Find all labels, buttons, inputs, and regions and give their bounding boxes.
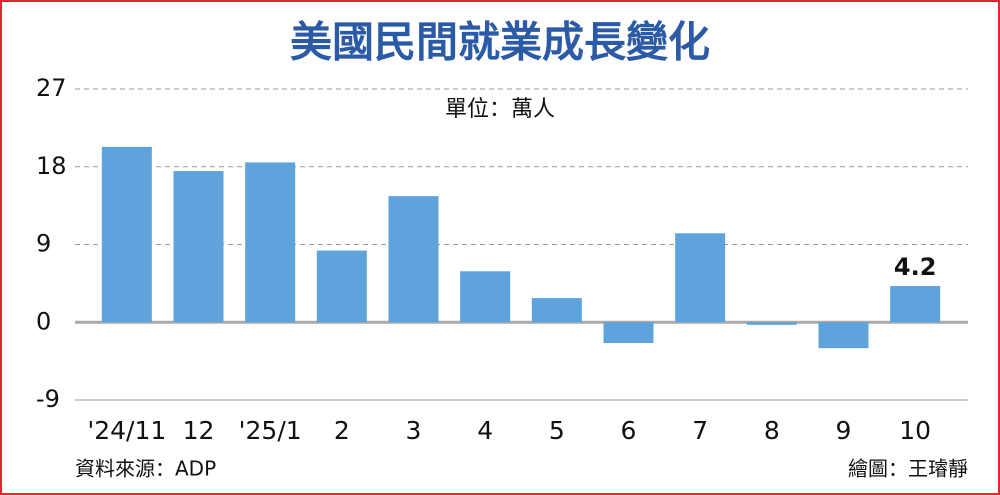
bar — [746, 322, 797, 325]
x-tick-label: 6 — [621, 416, 637, 445]
y-tick-label: 18 — [36, 152, 67, 180]
x-tick-label: 5 — [549, 416, 565, 445]
bar — [818, 322, 869, 349]
source: 資料來源：ADP — [75, 457, 216, 481]
x-tick-label: '25/1 — [239, 416, 302, 445]
x-tick-label: 2 — [334, 416, 350, 445]
unit-label: 單位：萬人 — [445, 97, 555, 122]
credit: 繪圖：王璿靜 — [848, 457, 968, 481]
bar — [890, 285, 941, 323]
bar — [245, 162, 296, 323]
x-tick-label: 8 — [764, 416, 780, 445]
x-tick-label: '24/11 — [87, 416, 166, 445]
y-tick-label: -9 — [36, 385, 60, 413]
bar — [675, 233, 726, 323]
bar — [460, 271, 511, 323]
x-tick-label: 3 — [406, 416, 422, 445]
x-tick-label: 7 — [692, 416, 708, 445]
bar — [388, 196, 439, 323]
y-tick-label: 0 — [36, 307, 51, 335]
data-label: 4.2 — [894, 253, 937, 281]
y-tick-label: 27 — [36, 74, 67, 102]
x-tick-label: 9 — [836, 416, 852, 445]
bar — [603, 322, 654, 343]
bar — [173, 171, 224, 323]
bar — [316, 250, 367, 323]
x-tick-label: 4 — [477, 416, 493, 445]
x-tick-label: 12 — [183, 416, 215, 445]
x-tick-label: 10 — [899, 416, 931, 445]
y-tick-label: 9 — [36, 230, 51, 258]
bar — [101, 146, 152, 323]
chart-title: 美國民間就業成長變化 — [290, 18, 710, 67]
bar — [531, 298, 582, 323]
